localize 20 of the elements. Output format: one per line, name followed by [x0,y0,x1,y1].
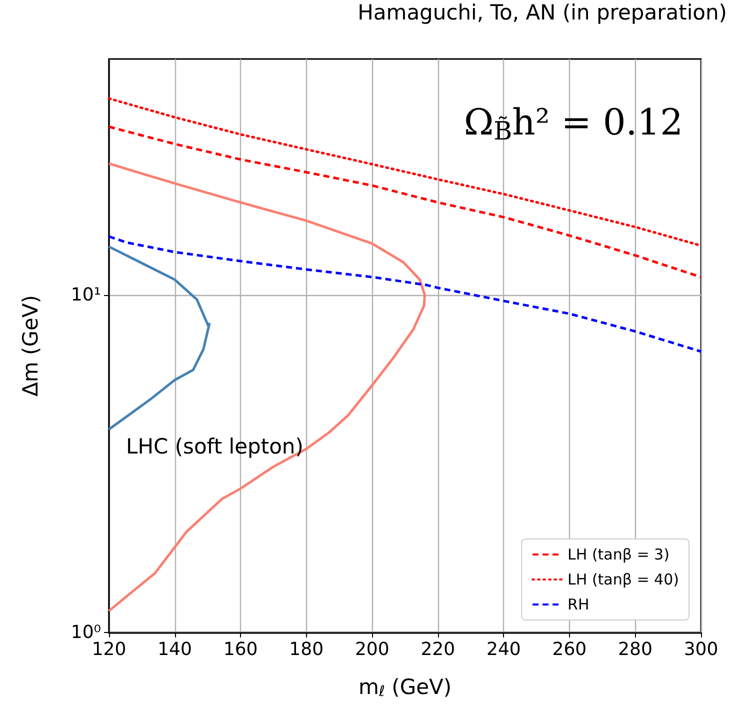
x-tick-label: 240 [486,639,521,660]
legend-label: RH [568,596,590,614]
x-tick-label: 160 [223,639,258,660]
x-tick-label: 200 [354,639,390,660]
legend-label: LH (tanβ = 40) [568,570,679,588]
text: Hamaguchi, To, AN (in preparation) [358,0,728,24]
line-series [108,245,211,431]
x-tick-label: 220 [420,639,456,660]
x-tick-label: 260 [552,639,587,660]
x-tick-label: 280 [618,639,652,660]
x-tick-label: 140 [158,639,192,660]
legend-label: LH (tanβ = 3) [568,546,670,564]
annotation: LHC (soft lepton) [126,434,304,458]
x-tick-label: 180 [289,639,324,660]
line-series [108,162,426,612]
y-axis-title: Δm (GeV) [18,295,42,396]
line-series [108,235,702,353]
y-tick-label: 10¹ [70,284,101,306]
x-tick-label: 300 [684,639,718,660]
x-tick-label: 120 [92,639,126,660]
